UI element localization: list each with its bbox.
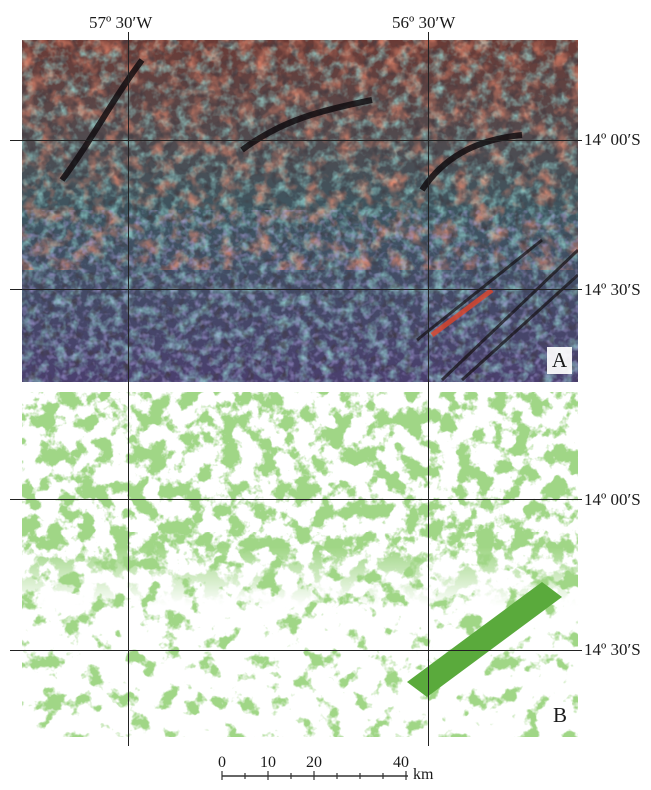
scale-bar-graphic [221,771,408,780]
satellite-image [22,40,578,382]
panel-b-label: B [547,702,572,729]
classified-map [22,392,578,737]
latitude-label-14-30s-a: 14º 30′S [584,280,641,299]
meridian-56-30w [428,32,429,746]
meridian-57-30w [128,32,129,746]
parallel-14-30s-a [10,289,582,290]
longitude-label-56-30w: 56º 30′W [392,13,456,32]
scale-tick-20: 20 [306,754,322,771]
parallel-14-00s-b [10,499,582,500]
longitude-label-57-30w: 57º 30′W [89,13,153,32]
classified-map-panel: B [22,392,578,737]
latitude-label-14-00s-b: 14º 00′S [584,490,641,509]
scale-tick-10: 10 [260,754,276,771]
scale-bar: 0 10 20 40 km [210,755,450,785]
latitude-label-14-30s-b: 14º 30′S [584,640,641,659]
panel-a-label: A [546,347,572,374]
parallel-14-00s-a [10,140,582,141]
satellite-image-panel: A [22,40,578,382]
scale-unit: km [413,766,434,783]
scale-tick-40: 40 [393,754,409,771]
scale-tick-0: 0 [218,754,226,771]
parallel-14-30s-b [10,650,582,651]
latitude-label-14-00s-a: 14º 00′S [584,130,641,149]
